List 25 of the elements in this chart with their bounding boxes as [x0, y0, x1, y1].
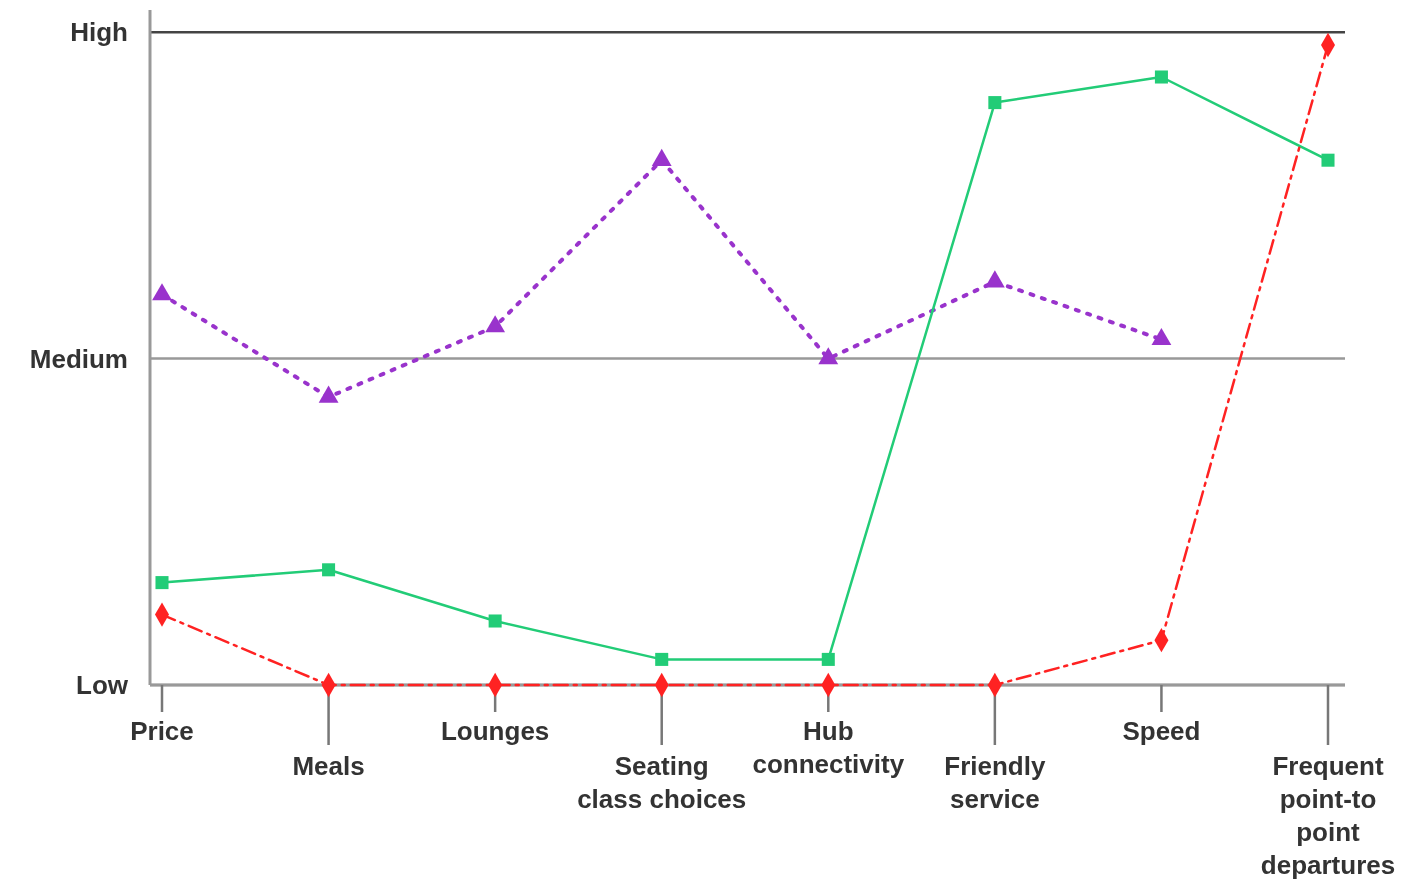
point	[152, 283, 172, 301]
point	[1154, 70, 1168, 84]
point	[1321, 153, 1335, 167]
ref-line-label: Medium	[29, 343, 128, 374]
ref-line-label: Low	[76, 670, 129, 700]
point	[1151, 327, 1172, 346]
ref-line-label: High	[70, 17, 128, 48]
x-tick-label: Meals	[292, 751, 365, 781]
point	[322, 563, 336, 577]
point	[485, 315, 506, 333]
x-tick-label: Lounges	[440, 716, 550, 746]
point	[821, 652, 835, 666]
point	[651, 148, 672, 166]
point	[988, 96, 1002, 110]
x-tick-label: Frequent point-to point departures	[1260, 751, 1396, 880]
point	[488, 614, 502, 628]
x-tick-label: Hub connectivity	[752, 716, 905, 779]
x-tick-label: Seating class choices	[577, 751, 747, 814]
x-tick-label: Friendly service	[944, 751, 1046, 814]
x-tick-label: Speed	[1122, 716, 1201, 746]
point	[818, 347, 839, 365]
point	[655, 652, 669, 666]
point	[984, 270, 1005, 288]
x-tick-label: Price	[130, 716, 194, 746]
point	[155, 576, 169, 590]
